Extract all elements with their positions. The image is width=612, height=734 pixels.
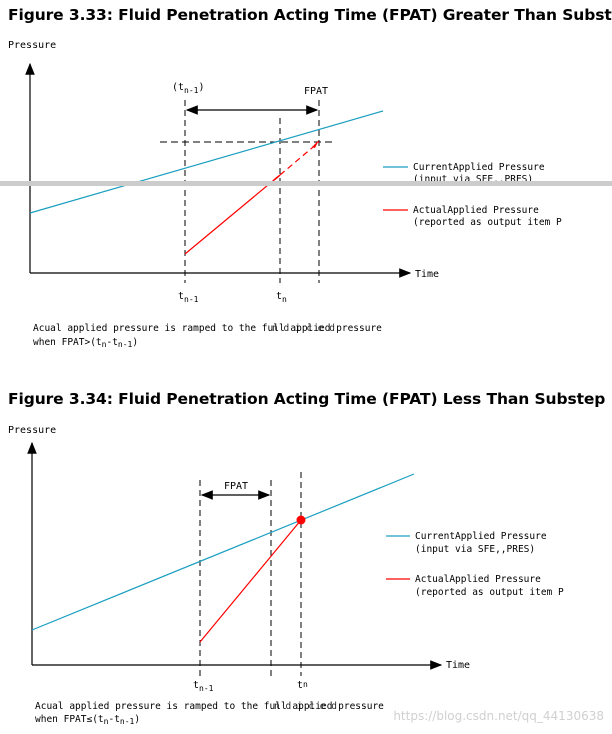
fig2-legend-actual-line2: (reported as output item P (415, 587, 564, 598)
fig1-legend-actual-line2: (reported as output item P (413, 217, 562, 228)
fig1-actual-arrow-head (312, 140, 319, 148)
csdn-watermark: https://blog.csdn.net/qq_44130638 (393, 709, 604, 723)
fig1-actual-mid-arrow (273, 175, 280, 181)
fig2-x-axis-label: Time (446, 660, 470, 671)
fig1-legend-actual-line1: ActualApplied Pressure (413, 205, 539, 216)
fig2-fpat-label: FPAT (224, 481, 248, 492)
fig1-legend-current-line2: (input via SFE,,PRES) (413, 174, 533, 185)
fig1-note-overlap: n d i c e d (272, 323, 335, 334)
fig2-intersection-dot (296, 515, 306, 525)
fig2-note-line1: Acual applied pressure is ramped to the … (35, 701, 384, 712)
figure-3-33-title: Figure 3.33: Fluid Penetration Acting Ti… (8, 6, 612, 24)
fig2-legend-actual-line1: ActualApplied Pressure (415, 574, 541, 585)
fig1-top-tick-label: (tn-1) (172, 82, 205, 95)
figure-3-33-diagram: Pressure Time FPAT (tn-1) tn-1 tn Curren… (0, 40, 612, 349)
fig1-bottom-tick-tn1: tn-1 (178, 291, 199, 304)
fig2-bottom-tick-tn1: tn-1 (193, 680, 214, 693)
fig2-current-pressure-line (31, 473, 415, 631)
fig1-actual-pressure-extrapolation (279, 141, 320, 176)
fig2-legend-current-line1: CurrentApplied Pressure (415, 531, 547, 542)
fig2-actual-pressure-line (199, 519, 302, 643)
divider-band (0, 181, 612, 186)
fig2-y-axis-label: Pressure (8, 425, 56, 436)
fig1-note-line1: Acual applied pressure is ramped to the … (33, 323, 382, 334)
fig2-note-overlap: n d i c e d (274, 701, 337, 712)
fig1-x-axis-label: Time (415, 269, 439, 280)
fig1-bottom-tick-tn: tn (276, 291, 287, 304)
fig2-legend-current-line2: (input via SFE,,PRES) (415, 544, 535, 555)
fig1-current-pressure-line (29, 110, 384, 214)
fig1-actual-pressure-line (184, 174, 281, 255)
fig1-fpat-label: FPAT (304, 86, 328, 97)
fig1-legend-current-line1: CurrentApplied Pressure (413, 162, 545, 173)
fig1-y-axis-label: Pressure (8, 40, 56, 51)
fig2-note-line2: when FPAT≤(tn-tn-1) (35, 714, 140, 726)
fig1-note-line2: when FPAT>(tn-tn-1) (33, 337, 138, 349)
fig2-bottom-tick-tn: tn (297, 680, 308, 691)
figure-3-34-title: Figure 3.34: Fluid Penetration Acting Ti… (8, 390, 606, 408)
